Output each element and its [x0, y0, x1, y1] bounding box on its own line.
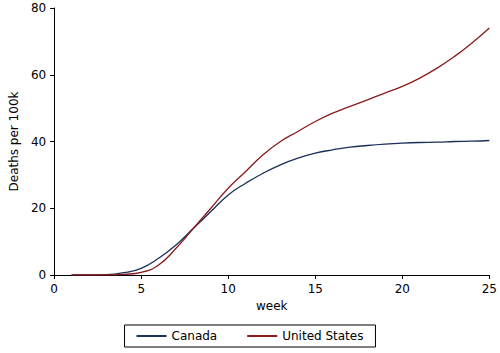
svg-text:60: 60	[31, 68, 46, 82]
svg-text:40: 40	[31, 135, 46, 149]
svg-text:10: 10	[221, 282, 236, 296]
svg-text:20: 20	[31, 201, 46, 215]
svg-text:20: 20	[395, 282, 410, 296]
svg-text:15: 15	[308, 282, 323, 296]
svg-text:25: 25	[482, 282, 497, 296]
svg-text:0: 0	[50, 282, 58, 296]
svg-text:week: week	[256, 299, 288, 313]
svg-text:Canada: Canada	[172, 329, 218, 343]
svg-text:5: 5	[137, 282, 145, 296]
svg-text:80: 80	[31, 1, 46, 15]
svg-text:Deaths per 100k: Deaths per 100k	[7, 91, 21, 191]
svg-text:0: 0	[39, 268, 47, 282]
svg-text:United States: United States	[282, 329, 363, 343]
